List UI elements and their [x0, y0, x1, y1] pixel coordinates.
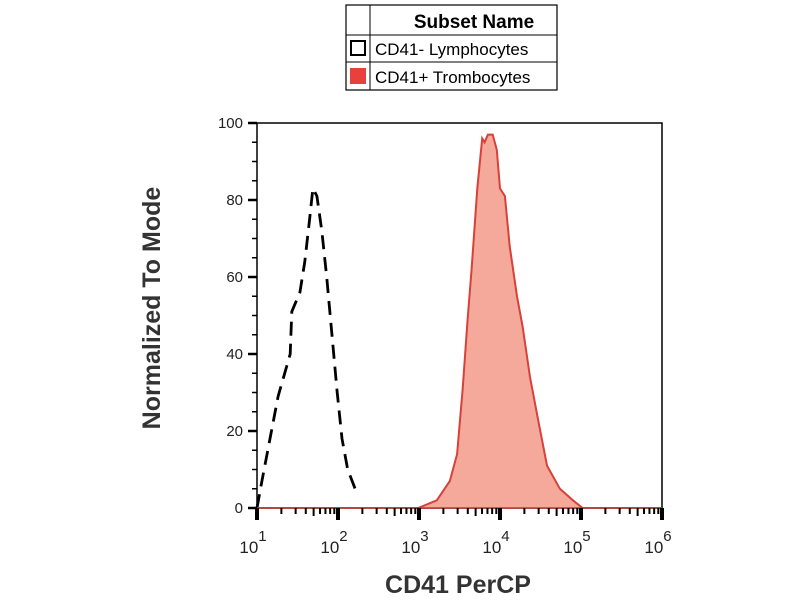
- x-tick-exponent: 5: [582, 528, 590, 545]
- legend-swatch-trombocytes: [350, 68, 366, 84]
- y-tick-label: 40: [226, 346, 243, 363]
- legend-label-lymphocytes: CD41- Lymphocytes: [375, 40, 528, 59]
- legend: Subset Name CD41- Lymphocytes CD41+ Trom…: [345, 4, 558, 91]
- legend-swatch-lymphocytes: [350, 40, 366, 56]
- legend-label-trombocytes: CD41+ Trombocytes: [375, 68, 530, 87]
- legend-box: [345, 4, 558, 91]
- plot-area: 0 20 40 60 80 100 101 102 103 104 105 106: [218, 115, 672, 557]
- x-tick-label: 105: [563, 528, 590, 557]
- x-tick-label: 102: [320, 528, 347, 557]
- x-tick-label: 103: [401, 528, 428, 557]
- y-tick-label: 100: [218, 115, 243, 132]
- y-tick-label: 60: [226, 269, 243, 286]
- y-tick-label: 80: [226, 192, 243, 209]
- x-axis-label: CD41 PerCP: [385, 571, 531, 599]
- x-tick-exponent: 3: [420, 528, 428, 545]
- x-tick-label: 101: [239, 528, 266, 557]
- x-tick-label: 104: [482, 528, 509, 557]
- x-tick-exponent: 4: [501, 528, 509, 545]
- series-fill-cd41-trombocytes: [418, 134, 583, 508]
- y-axis-label: Normalized To Mode: [138, 187, 166, 430]
- legend-title: Subset Name: [414, 12, 534, 33]
- series-line-cd41-lymphocytes: [255, 183, 358, 509]
- series-line-cd41-trombocytes: [417, 133, 584, 509]
- x-tick-exponent: 1: [258, 528, 266, 545]
- x-tick-exponent: 6: [663, 528, 671, 545]
- y-tick-label: 0: [235, 500, 243, 517]
- y-tick-label: 20: [226, 423, 243, 440]
- x-tick-label: 106: [644, 528, 671, 557]
- x-tick-exponent: 2: [339, 528, 347, 545]
